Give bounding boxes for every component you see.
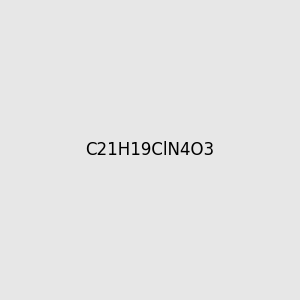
Text: C21H19ClN4O3: C21H19ClN4O3 (85, 141, 214, 159)
